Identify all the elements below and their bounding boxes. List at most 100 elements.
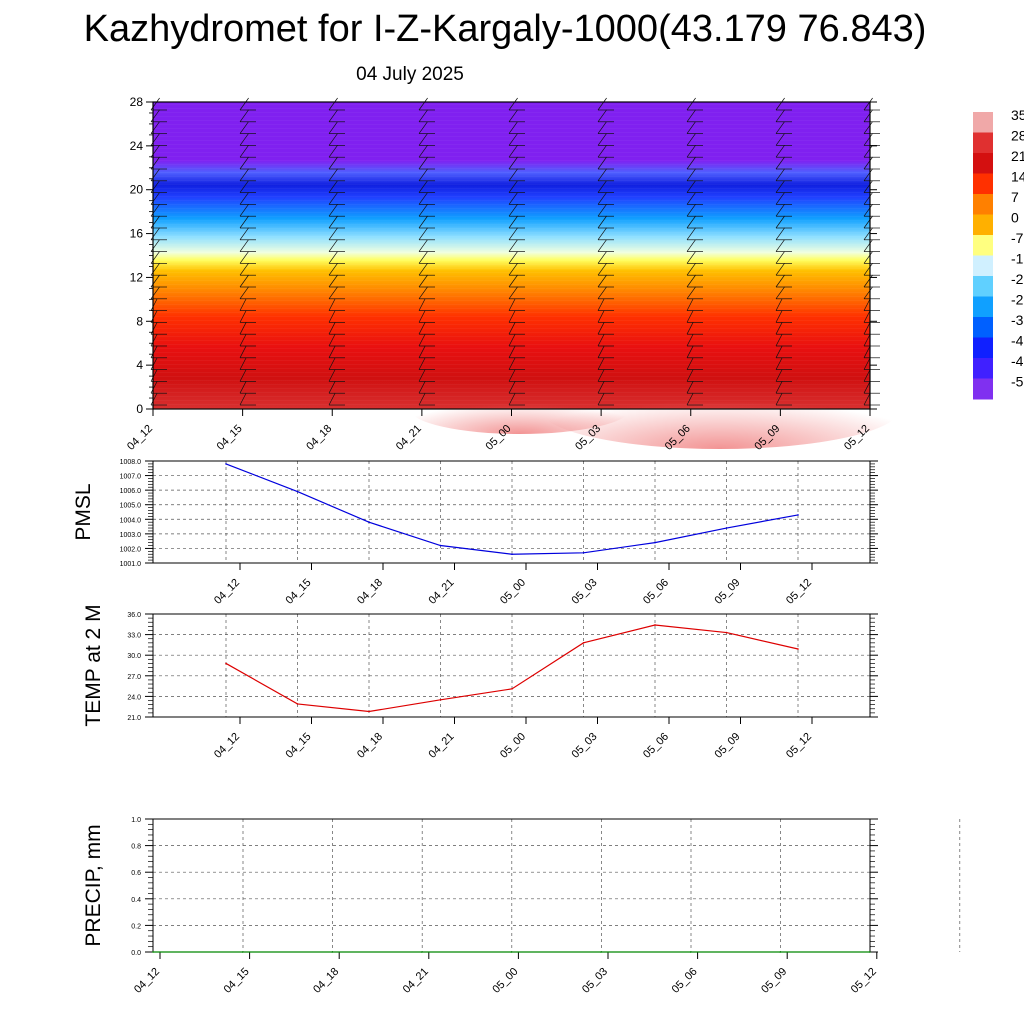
colorbar-label: 28 (1011, 128, 1024, 144)
wind-barb (775, 274, 792, 288)
colorbar-label: -4 (1011, 353, 1024, 369)
precip-panel: 1.0 0.8 0.6 0.4 0.2 0.0 04_12 04_15 04_18 04_21 05… (82, 817, 961, 996)
xtick-label: 04_18 (355, 731, 385, 761)
wind-barb (775, 168, 792, 182)
colorbar-label: 14 (1011, 169, 1024, 185)
xtick-label: 05_06 (641, 731, 671, 761)
wind-barb (328, 369, 345, 382)
wind-barb (150, 333, 167, 347)
colorbar-label: -3 (1011, 312, 1024, 328)
wind-barb (508, 333, 525, 347)
wind-barb (239, 333, 256, 347)
xtick-label: 05_06 (641, 577, 671, 607)
wind-barb (863, 286, 880, 300)
wind-barb (239, 322, 256, 335)
wind-barb (863, 180, 880, 193)
wind-barb (418, 381, 435, 394)
ytick-label: 1004.0 (120, 517, 142, 524)
xtick-label: 05_03 (570, 731, 600, 761)
colorbar: 35 28 21 14 7 0 -7 -1 -2 -2 -3 -4 -4 -5 (973, 107, 1024, 400)
colorbar-label: -5 (1011, 374, 1024, 390)
wind-barb (863, 345, 880, 359)
xtick-label: 04_12 (212, 577, 242, 607)
ytick-label: 24.0 (127, 694, 141, 701)
wind-barb (239, 97, 256, 111)
colorbar-swatch (973, 112, 993, 133)
heat-ytick-label: 16 (130, 227, 144, 241)
wind-barb (418, 333, 435, 347)
colorbar-swatch (973, 378, 993, 400)
wind-barb (328, 262, 345, 276)
wind-barb (239, 215, 256, 229)
wind-barb (863, 333, 880, 347)
xtick-label: 05_12 (849, 966, 879, 996)
chart-date: 04 July 2025 (356, 64, 464, 85)
colorbar-swatch (973, 214, 993, 236)
wind-barb (775, 262, 792, 276)
xtick-label: 04_15 (284, 577, 314, 607)
colorbar-swatch (973, 132, 993, 154)
wind-barb (508, 357, 525, 370)
wind-barb (686, 168, 703, 182)
data-point (421, 951, 423, 953)
colorbar-swatch (973, 153, 993, 174)
wind-barb (686, 369, 703, 382)
wind-barb (686, 156, 703, 170)
wind-barb (418, 298, 435, 311)
wind-barb (239, 310, 256, 323)
colorbar-label: 21 (1011, 148, 1024, 164)
colorbar-swatch (973, 194, 993, 215)
xtick-label: 04_18 (311, 966, 341, 996)
wind-barb (508, 168, 525, 182)
wind-barb (508, 322, 525, 335)
wind-barb (597, 286, 614, 300)
xtick-label: 04_15 (222, 966, 252, 996)
data-point (582, 552, 585, 554)
wind-barb (686, 239, 703, 252)
wind-barb (686, 262, 703, 276)
heat-ytick-label: 0 (136, 402, 143, 416)
wind-barb (328, 310, 345, 323)
pmsl-panel: 1008.0 1007.0 1006.0 1005.0 1004.0 1003.0 1002… (72, 459, 878, 607)
xtick-label: 04_21 (401, 966, 431, 996)
wind-barb (239, 357, 256, 370)
wind-barb (597, 192, 614, 205)
wind-barb (686, 322, 703, 335)
wind-barb (508, 180, 525, 193)
wind-barb (328, 251, 345, 264)
wind-barb (775, 215, 792, 229)
colorbar-label: 0 (1011, 210, 1019, 226)
wind-barb (239, 274, 256, 288)
wind-barb (686, 133, 703, 146)
wind-barb (597, 239, 614, 252)
wind-barb (863, 109, 880, 123)
wind-barb (418, 357, 435, 370)
data-point (725, 527, 728, 529)
wind-barb (686, 192, 703, 205)
wind-barb (150, 392, 167, 406)
wind-barb (418, 251, 435, 264)
xtick-label: 04_12 (132, 966, 162, 996)
wind-barb (239, 133, 256, 146)
heat-ytick-label: 20 (130, 183, 144, 197)
ytick-label: 36.0 (127, 612, 141, 619)
ylabel: PRECIP, mm (82, 824, 105, 946)
wind-barb (775, 227, 792, 241)
data-point (582, 642, 585, 644)
wind-barb (150, 369, 167, 382)
wind-barb (328, 357, 345, 370)
wind-barb (418, 156, 435, 170)
wind-barb (775, 286, 792, 300)
wind-barb (775, 322, 792, 335)
wind-barb (597, 392, 614, 406)
heat-ytick-label: 24 (130, 139, 144, 153)
wind-barb (418, 227, 435, 241)
wind-barb (239, 168, 256, 182)
wind-barb (239, 251, 256, 264)
data-point (797, 648, 799, 650)
heat-xtick-label: 04_21 (394, 423, 424, 453)
wind-barb (239, 298, 256, 311)
wind-barb (863, 251, 880, 264)
wind-barb (239, 381, 256, 394)
